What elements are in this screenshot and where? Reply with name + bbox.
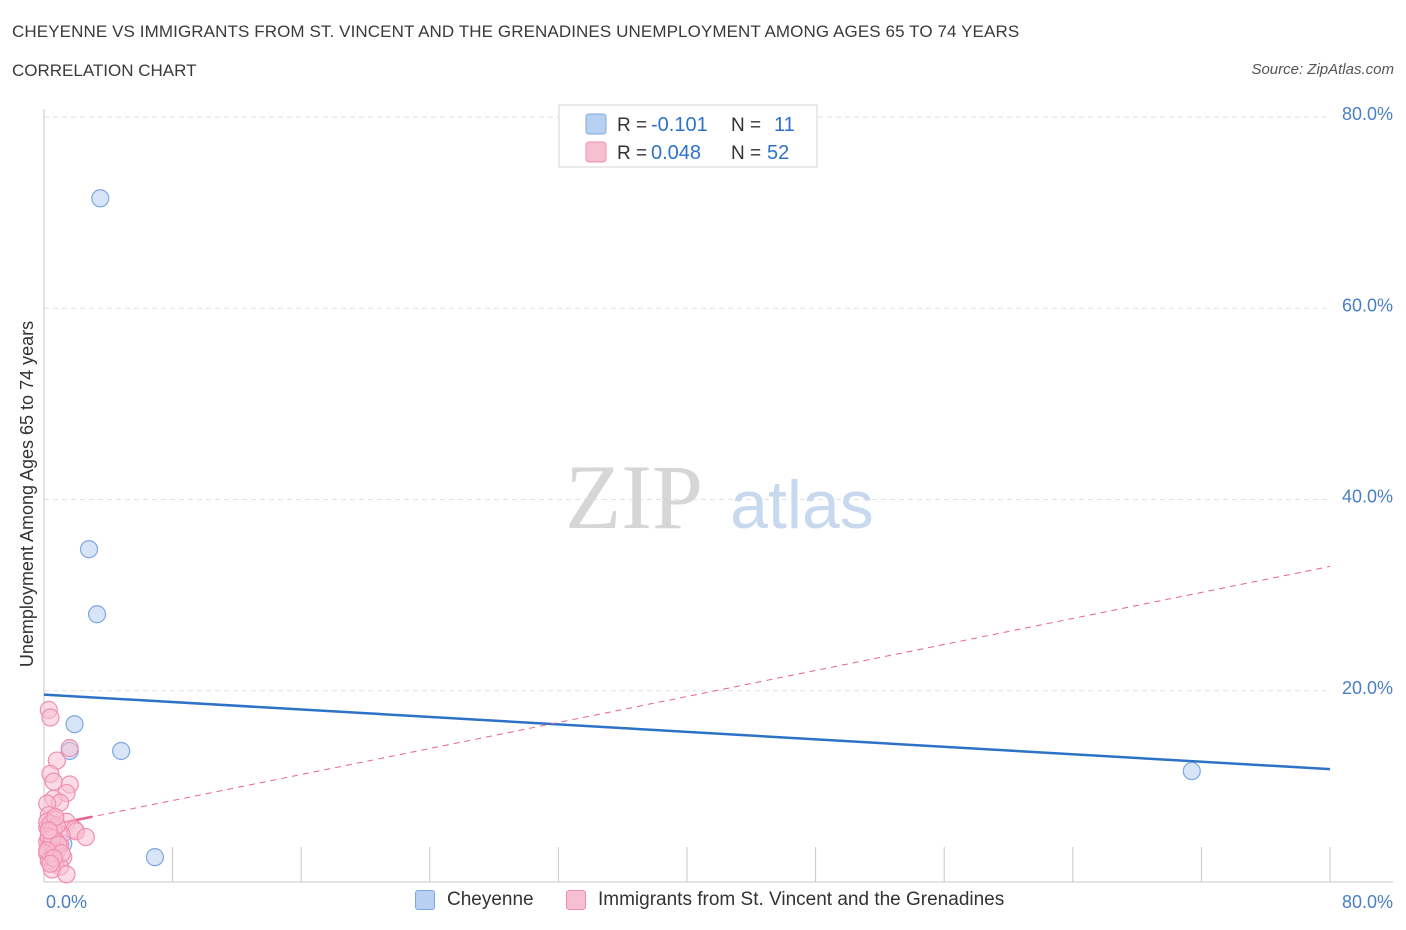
- chart-title: CHEYENNE VS IMMIGRANTS FROM ST. VINCENT …: [12, 22, 1020, 41]
- trend-lines: [43, 565, 1331, 828]
- point-blue-9: [1182, 761, 1201, 781]
- legend-r-label-2: R =: [617, 143, 647, 164]
- point-pink-49: [41, 854, 60, 873]
- point-pink-2: [60, 739, 79, 758]
- legend-label-cheyenne: Cheyenne: [447, 889, 534, 910]
- watermark: ZIP atlas: [565, 446, 874, 548]
- point-blue-2: [87, 605, 107, 624]
- legend-swatch-pink: [585, 141, 607, 163]
- point-blue-3: [65, 715, 84, 734]
- point-pink-21: [76, 827, 95, 847]
- x-tick-label-0: 0.0%: [46, 892, 87, 912]
- legend-swatch-blue: [585, 113, 607, 135]
- legend-r-value-1: -0.101: [651, 114, 708, 136]
- legend-item-immigrants[interactable]: Immigrants from St. Vincent and the Gren…: [566, 889, 1004, 911]
- y-tick-label-1: 40.0%: [1342, 487, 1393, 507]
- trend-line-pink: [43, 565, 1331, 828]
- legend-item-cheyenne[interactable]: Cheyenne: [415, 889, 534, 911]
- legend-n-label-1: N =: [731, 115, 761, 136]
- watermark-atlas: atlas: [730, 467, 874, 543]
- legend-box: R = -0.101 N = 11 R = 0.048 N = 52: [558, 104, 818, 168]
- legend-swatch-cheyenne: [415, 890, 435, 910]
- point-pink-38: [57, 865, 76, 884]
- y-tick-label-2: 60.0%: [1342, 295, 1393, 315]
- legend-n-label-2: N =: [731, 143, 761, 164]
- legend-n-value-2: 52: [767, 142, 789, 164]
- y-axis-label: Unemployment Among Ages 65 to 74 years: [17, 321, 37, 667]
- point-blue-1: [79, 540, 99, 559]
- trend-line-blue: [43, 693, 1331, 771]
- point-pink-1: [41, 708, 60, 727]
- legend-r-label-1: R =: [617, 115, 647, 136]
- point-pink-51: [39, 821, 58, 840]
- legend-swatch-immigrants: [566, 890, 586, 910]
- watermark-zip: ZIP: [565, 446, 703, 548]
- legend-r-value-2: 0.048: [651, 142, 701, 164]
- source-credit: Source: ZipAtlas.com: [1251, 61, 1394, 78]
- point-blue-8: [145, 848, 165, 867]
- y-tick-label-0: 20.0%: [1342, 678, 1393, 698]
- chart-subtitle: CORRELATION CHART: [12, 61, 197, 80]
- legend-label-immigrants: Immigrants from St. Vincent and the Gren…: [598, 889, 1005, 910]
- point-blue-0: [91, 189, 110, 208]
- legend-n-value-1: 11: [774, 114, 795, 136]
- point-blue-5: [112, 741, 131, 761]
- grid-lines: [44, 116, 1330, 692]
- y-tick-label-3: 80.0%: [1342, 104, 1393, 124]
- x-tick-labels: 0.0% 80.0%: [46, 892, 1393, 912]
- axes: [43, 109, 1393, 883]
- data-points: [38, 189, 1201, 884]
- x-tick-label-1: 80.0%: [1342, 892, 1393, 912]
- y-tick-labels: 20.0% 40.0% 60.0% 80.0%: [1342, 104, 1393, 698]
- series-legend: Cheyenne Immigrants from St. Vincent and…: [0, 889, 1406, 917]
